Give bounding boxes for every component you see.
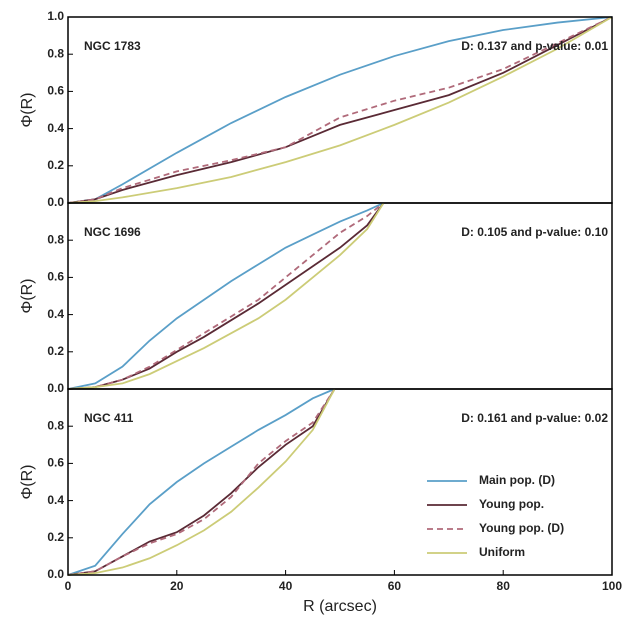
series-line (67, 202, 384, 390)
x-tick-label: 60 (388, 579, 402, 593)
x-tick-label: 80 (497, 579, 511, 593)
series-line (67, 16, 613, 204)
y-tick-label: 0.6 (47, 456, 64, 470)
x-tick-label: 0 (65, 579, 72, 593)
y-tick-label: 0.4 (47, 307, 64, 321)
series-line (67, 388, 336, 576)
panel-title: NGC 411 (84, 411, 134, 425)
y-tick-label: 0.4 (47, 121, 64, 135)
y-axis-label: Φ(R) (19, 93, 36, 128)
legend-label: Young pop. (D) (479, 521, 564, 535)
y-tick-label: 1.0 (47, 9, 64, 23)
series-line (67, 388, 336, 576)
series-line (67, 388, 336, 576)
legend-label: Main pop. (D) (479, 473, 555, 487)
y-tick-label: 0.0 (47, 381, 64, 395)
y-tick-label: 0.0 (47, 567, 64, 581)
series-line (67, 16, 613, 204)
y-axis-label: Φ(R) (19, 279, 36, 314)
series-line (67, 388, 335, 576)
x-tick-label: 40 (279, 579, 293, 593)
y-axis-label: Φ(R) (19, 465, 36, 500)
y-tick-label: 0.2 (47, 158, 64, 172)
x-axis-label: R (arcsec) (303, 598, 377, 615)
y-tick-label: 0.8 (47, 232, 64, 246)
annotation: D: 0.105 and p-value: 0.10 (461, 225, 608, 239)
series-line (67, 16, 613, 204)
y-tick-label: 0.8 (47, 46, 64, 60)
x-tick-label: 20 (170, 579, 184, 593)
series-line (67, 202, 385, 390)
y-tick-label: 0.8 (47, 418, 64, 432)
series-line (67, 202, 385, 390)
panel-title: NGC 1783 (84, 39, 141, 53)
y-tick-label: 0.2 (47, 530, 64, 544)
y-tick-label: 0.6 (47, 84, 64, 98)
legend-label: Young pop. (479, 497, 544, 511)
panel-title: NGC 1696 (84, 225, 141, 239)
panel-frame (67, 388, 613, 576)
annotation: D: 0.137 and p-value: 0.01 (461, 39, 608, 53)
x-tick-label: 100 (602, 579, 622, 593)
series-line (67, 16, 613, 204)
y-tick-label: 0.4 (47, 493, 64, 507)
annotation: D: 0.161 and p-value: 0.02 (461, 411, 608, 425)
legend-label: Uniform (479, 545, 525, 559)
y-tick-label: 0.6 (47, 270, 64, 284)
y-tick-label: 0.2 (47, 344, 64, 358)
y-tick-label: 0.0 (47, 195, 64, 209)
